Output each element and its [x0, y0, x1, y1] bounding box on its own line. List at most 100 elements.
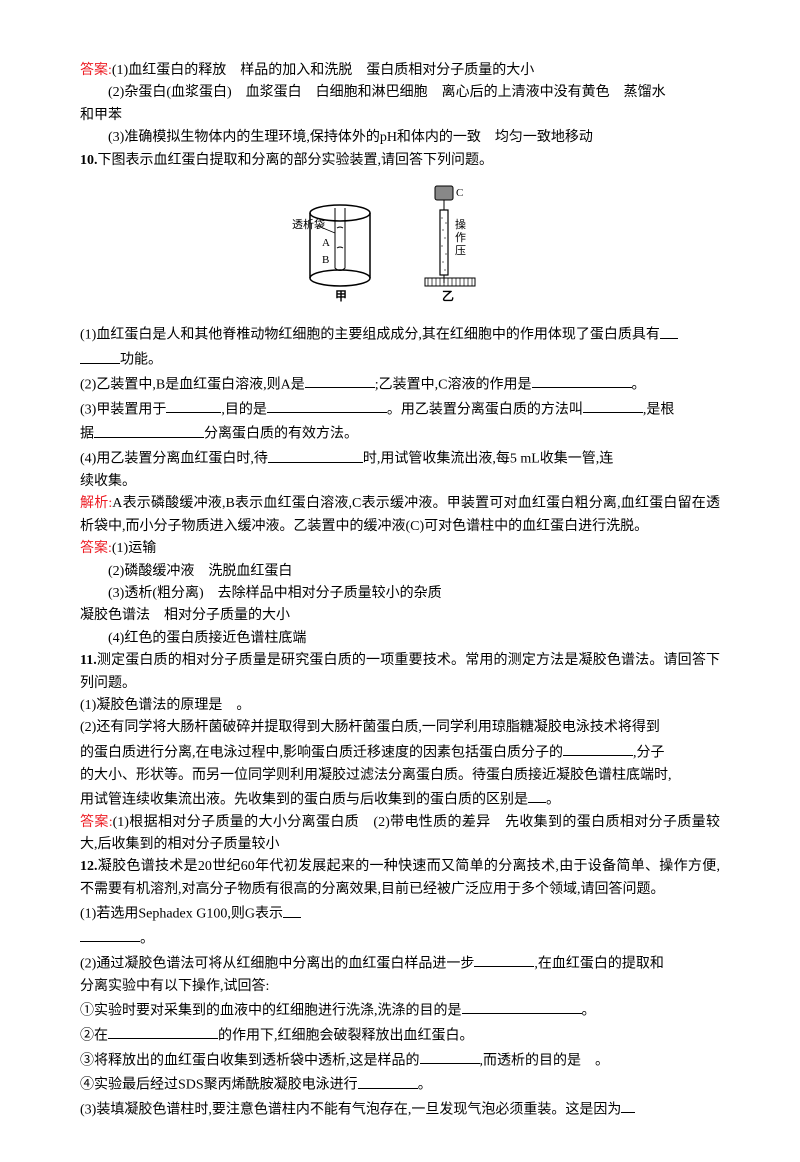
q12-2-1: ①实验时要对采集到的血液中的红细胞进行洗涤,洗涤的目的是。 — [80, 998, 720, 1023]
blank — [80, 926, 140, 942]
blank — [268, 446, 363, 462]
q11-1: (1)凝胶色谱法的原理是 。 — [80, 695, 720, 717]
q11-2d: 的大小、形状等。而另一位同学则利用凝胶过滤法分离蛋白质。待蛋白质接近凝胶色谱柱底… — [80, 768, 672, 783]
q10-ans-4: (4)红色的蛋白质接近色谱柱底端 — [80, 628, 720, 650]
q12-2-l1: (2)通过凝胶色谱法可将从红细胞中分离出的血红蛋白样品进一步,在血红蛋白的提取和 — [80, 951, 720, 976]
q10-3e: 据 — [80, 427, 94, 442]
q12-2-3b: ,而透析的目的是 。 — [480, 1053, 610, 1068]
fig-label-dialysis: 透析袋 — [292, 217, 325, 231]
apparatus-diagram: 透析袋 A B 甲 C 操 作 压 — [280, 178, 520, 308]
q11-2-l2: 的蛋白质进行分离,在电泳过程中,影响蛋白质迁移速度的因素包括蛋白质分子的 ,分子 — [80, 740, 720, 765]
q10-4-line1: (4)用乙装置分离血红蛋白时,待 时,用试管收集流出液,每5 mL收集一管,连 — [80, 446, 720, 471]
blank — [462, 998, 582, 1014]
q10-4a: (4)用乙装置分离血红蛋白时,待 — [80, 452, 268, 467]
q12-2-1a: ①实验时要对采集到的血液中的红细胞进行洗涤,洗涤的目的是 — [80, 1003, 462, 1018]
q12-1-l1: (1)若选用Sephadex G100,则G表示 — [80, 901, 720, 926]
q11-1-text: (1)凝胶色谱法的原理是 。 — [80, 698, 250, 713]
q10-3d: ,是根 — [643, 402, 675, 417]
prev-answer-2a: (2)杂蛋白(血浆蛋白) 血浆蛋白 白细胞和淋巴细胞 离心后的上清液中没有黄色 … — [80, 82, 720, 104]
q12-2-4a: ④实验最后经过SDS聚丙烯酰胺凝胶电泳进行 — [80, 1078, 358, 1093]
q12-3-text: (3)装填凝胶色谱柱时,要注意色谱柱内不能有气泡存在,一旦发现气泡必须重装。这是… — [80, 1102, 621, 1117]
fig-label-op2: 作 — [455, 231, 466, 244]
q12-1b: 。 — [140, 931, 154, 946]
blank — [80, 347, 120, 363]
q11-number: 11. — [80, 653, 97, 668]
prev-answer-1: 答案:(1)血红蛋白的释放 样品的加入和洗脱 蛋白质相对分子质量的大小 — [80, 60, 720, 82]
q11-2f: 。 — [546, 792, 560, 807]
q12-2-l2: 分离实验中有以下操作,试回答: — [80, 976, 720, 998]
q10-analysis: 解析:A表示磷酸缓冲液,B表示血红蛋白溶液,C表示缓冲液。甲装置可对血红蛋白粗分… — [80, 493, 720, 538]
q10-analysis-text: A表示磷酸缓冲液,B表示血红蛋白溶液,C表示缓冲液。甲装置可对血红蛋白粗分离,血… — [80, 496, 720, 533]
prev-answer-3: (3)准确模拟生物体内的生理环境,保持体外的pH和体内的一致 均匀一致地移动 — [80, 127, 720, 149]
blank — [283, 901, 301, 917]
q10-1a: (1)血红蛋白是人和其他脊椎动物红细胞的主要组成成分,其在红细胞中的作用体现了蛋… — [80, 328, 660, 343]
answers-label: 答案: — [80, 63, 112, 78]
blank — [621, 1097, 635, 1113]
q11-2b: 的蛋白质进行分离,在电泳过程中,影响蛋白质迁移速度的因素包括蛋白质分子的 — [80, 745, 563, 760]
fig-label-op3: 压 — [455, 244, 466, 257]
blank — [358, 1072, 418, 1088]
q12-number: 12. — [80, 859, 98, 874]
q12-2-3: ③将释放出的血红蛋白收集到透析袋中透析,这是样品的 ,而透析的目的是 。 — [80, 1048, 720, 1073]
q11-ans-text: (1)根据相对分子质量的大小分离蛋白质 (2)带电性质的差异 先收集到的蛋白质相… — [80, 815, 720, 852]
q12-stem-text: 凝胶色谱技术是20世纪60年代初发展起来的一种快速而又简单的分离技术,由于设备简… — [80, 859, 720, 896]
q10-4b: 时,用试管收集流出液,每5 mL收集一管,连 — [363, 452, 613, 467]
q12-3: (3)装填凝胶色谱柱时,要注意色谱柱内不能有气泡存在,一旦发现气泡必须重装。这是… — [80, 1097, 720, 1122]
q10-2b: ;乙装置中,C溶液的作用是 — [375, 377, 532, 392]
q11-2-l3: 的大小、形状等。而另一位同学则利用凝胶过滤法分离蛋白质。待蛋白质接近凝胶色谱柱底… — [80, 765, 720, 787]
q10-4c: 续收集。 — [80, 474, 136, 489]
q10-ans2-text: (2)磷酸缓冲液 洗脱血红蛋白 — [108, 564, 292, 579]
q10-ans1-text: (1)运输 — [112, 541, 156, 556]
q10-ans-2: (2)磷酸缓冲液 洗脱血红蛋白 — [80, 561, 720, 583]
q11-ans: 答案:(1)根据相对分子质量的大小分离蛋白质 (2)带电性质的差异 先收集到的蛋… — [80, 812, 720, 857]
q12-2b: ,在血红蛋白的提取和 — [534, 956, 664, 971]
q12-2c: 分离实验中有以下操作,试回答: — [80, 979, 269, 994]
blank — [532, 372, 632, 388]
blank — [420, 1048, 480, 1064]
answers-label: 答案: — [80, 815, 113, 830]
q10-ans-3b: 凝胶色谱法 相对分子质量的大小 — [80, 605, 720, 627]
q12-1a: (1)若选用Sephadex G100,则G表示 — [80, 907, 283, 922]
q12-2-4b: 。 — [418, 1078, 432, 1093]
q10-ans-1: 答案:(1)运输 — [80, 538, 720, 560]
analysis-label: 解析: — [80, 496, 112, 511]
q10-1: (1)血红蛋白是人和其他脊椎动物红细胞的主要组成成分,其在红细胞中的作用体现了蛋… — [80, 322, 720, 347]
blank — [660, 322, 678, 338]
fig-label-a: A — [322, 237, 330, 249]
blank — [94, 421, 204, 437]
q10-ans3b-text: 凝胶色谱法 相对分子质量的大小 — [80, 608, 290, 623]
fig-label-jia: 甲 — [335, 289, 347, 303]
q10-3a: (3)甲装置用于 — [80, 402, 166, 417]
answers-label: 答案: — [80, 541, 112, 556]
q10-ans3-text: (3)透析(粗分离) 去除样品中相对分子质量较小的杂质 — [108, 586, 442, 601]
q10-2c: 。 — [632, 377, 646, 392]
q11-2e: 用试管连续收集流出液。先收集到的蛋白质与后收集到的蛋白质的区别是 — [80, 792, 528, 807]
q10-3f: 分离蛋白质的有效方法。 — [204, 427, 358, 442]
q12-stem: 12.凝胶色谱技术是20世纪60年代初发展起来的一种快速而又简单的分离技术,由于… — [80, 856, 720, 901]
blank — [563, 740, 633, 756]
prev-answer-2b: 和甲苯 — [80, 105, 720, 127]
q10-1b-text: 功能。 — [120, 353, 162, 368]
q12-1-l2: 。 — [80, 926, 720, 951]
q10-3-line1: (3)甲装置用于,目的是。用乙装置分离蛋白质的方法叫,是根 — [80, 397, 720, 422]
blank — [108, 1023, 218, 1039]
document-page: 答案:(1)血红蛋白的释放 样品的加入和洗脱 蛋白质相对分子质量的大小 (2)杂… — [0, 0, 800, 1162]
q10-stem: 10.下图表示血红蛋白提取和分离的部分实验装置,请回答下列问题。 — [80, 150, 720, 172]
blank — [166, 397, 221, 413]
q12-2-3a: ③将释放出的血红蛋白收集到透析袋中透析,这是样品的 — [80, 1053, 420, 1068]
q11-2-l1: (2)还有同学将大肠杆菌破碎并提取得到大肠杆菌蛋白质,一同学利用琼脂糖凝胶电泳技… — [80, 717, 720, 739]
q11-2c: ,分子 — [633, 745, 665, 760]
q10-3c: 。用乙装置分离蛋白质的方法叫 — [387, 402, 583, 417]
q11-stem: 11.测定蛋白质的相对分子质量是研究蛋白质的一项重要技术。常用的测定方法是凝胶色… — [80, 650, 720, 695]
q10-number: 10. — [80, 153, 98, 168]
device-jia: 透析袋 A B 甲 — [292, 205, 370, 303]
q10-ans-3: (3)透析(粗分离) 去除样品中相对分子质量较小的杂质 — [80, 583, 720, 605]
blank — [305, 372, 375, 388]
q10-2: (2)乙装置中,B是血红蛋白溶液,则A是;乙装置中,C溶液的作用是。 — [80, 372, 720, 397]
q10-1b: 功能。 — [80, 347, 720, 372]
fig-label-op1: 操 — [455, 217, 466, 231]
q11-2a: (2)还有同学将大肠杆菌破碎并提取得到大肠杆菌蛋白质,一同学利用琼脂糖凝胶电泳技… — [80, 720, 660, 735]
q12-2-4: ④实验最后经过SDS聚丙烯酰胺凝胶电泳进行 。 — [80, 1072, 720, 1097]
q10-figure: 透析袋 A B 甲 C 操 作 压 — [80, 178, 720, 316]
blank — [474, 951, 534, 967]
